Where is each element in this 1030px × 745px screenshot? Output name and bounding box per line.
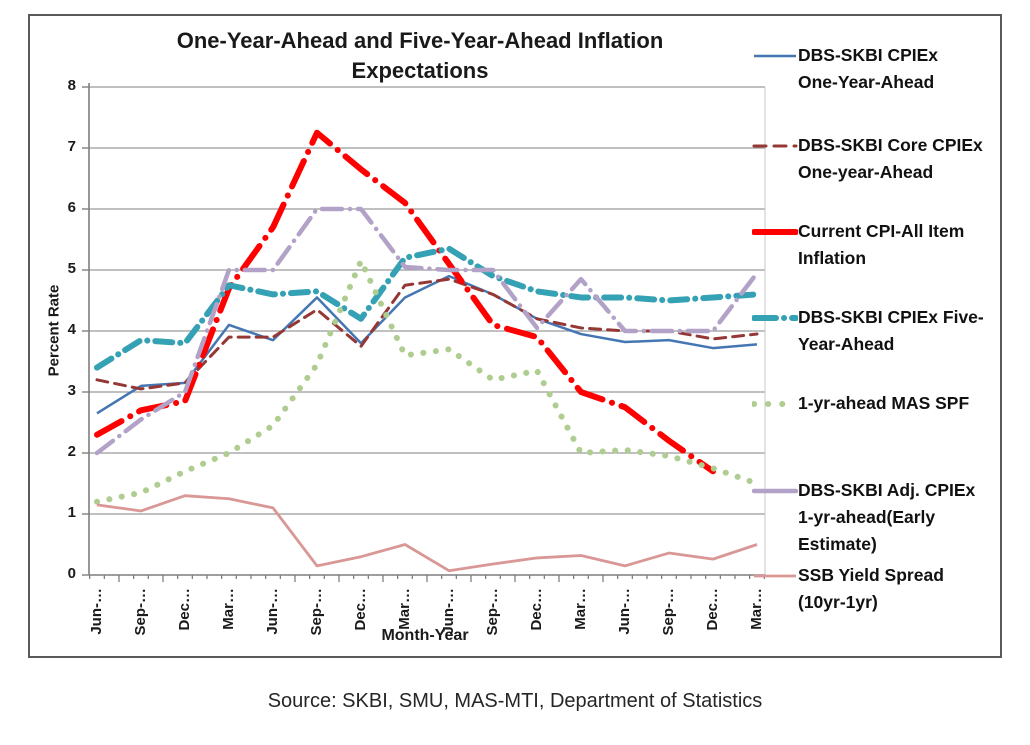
legend-label: Current CPI-All Item Inflation (798, 221, 965, 268)
legend-label: DBS-SKBI Adj. CPIEx 1-yr-ahead(Early Estim… (798, 480, 976, 554)
x-tick-label: Dec… (704, 588, 721, 631)
legend-label: 1-yr-ahead MAS SPF (798, 393, 970, 413)
legend-line-sample (754, 54, 796, 58)
x-tick-label: Dec… (352, 588, 369, 631)
source-note: Source: SKBI, SMU, MAS-MTI, Department o… (267, 690, 763, 712)
y-tick-label: 8 (67, 77, 76, 94)
x-tick-label: Sep-… (660, 588, 677, 636)
x-tick-label: Dec… (176, 588, 193, 631)
y-tick-label: 2 (67, 443, 76, 460)
x-tick-label: Jun-… (616, 588, 633, 635)
legend-line-sample (752, 229, 798, 235)
x-tick-label: Jun-… (88, 588, 105, 635)
x-tick-label: Sep-… (484, 588, 501, 636)
legend-line-sample (754, 574, 796, 578)
x-tick-label: Mar… (572, 588, 589, 630)
legend-label: DBS-SKBI CPIEx Five- Year-Ahead (798, 307, 984, 354)
x-axis-title: Month-Year (381, 627, 469, 644)
legend-label: DBS-SKBI CPIEx One-Year-Ahead (798, 45, 939, 92)
legend-line-sample (752, 144, 798, 148)
chart-legend: DBS-SKBI CPIEx One-Year-Ahead DBS-SKBI Cor… (748, 0, 1024, 660)
y-tick-label: 0 (67, 565, 76, 582)
legend-label: DBS-SKBI Core CPIEx One-year-Ahead (798, 135, 983, 182)
y-tick-label: 6 (67, 199, 76, 216)
chart-title-line1: One-Year-Ahead and Five-Year-Ahead Infla… (176, 28, 664, 53)
x-tick-label: Jun-… (264, 588, 281, 635)
x-tick-label: Mar… (396, 588, 413, 630)
y-tick-label: 7 (67, 138, 76, 155)
y-tick-label: 4 (67, 321, 76, 338)
y-tick-label: 5 (67, 260, 76, 277)
x-tick-label: Jun-… (440, 588, 457, 635)
legend-label: SSB Yield Spread (10yr-1yr) (798, 565, 944, 612)
y-tick-label: 1 (67, 504, 76, 521)
x-tick-label: Sep-… (132, 588, 149, 636)
legend-line-sample (752, 488, 798, 494)
chart-title: One-Year-Ahead and Five-Year-Ahead Infla… (60, 26, 780, 86)
x-tick-label: Dec… (528, 588, 545, 631)
x-tick-label: Mar… (220, 588, 237, 630)
x-tick-label: Sep-… (308, 588, 325, 636)
legend-line-sample (752, 315, 798, 321)
chart-title-line2: Expectations (351, 58, 489, 83)
legend-line-sample (752, 401, 798, 407)
y-tick-label: 3 (67, 382, 76, 399)
